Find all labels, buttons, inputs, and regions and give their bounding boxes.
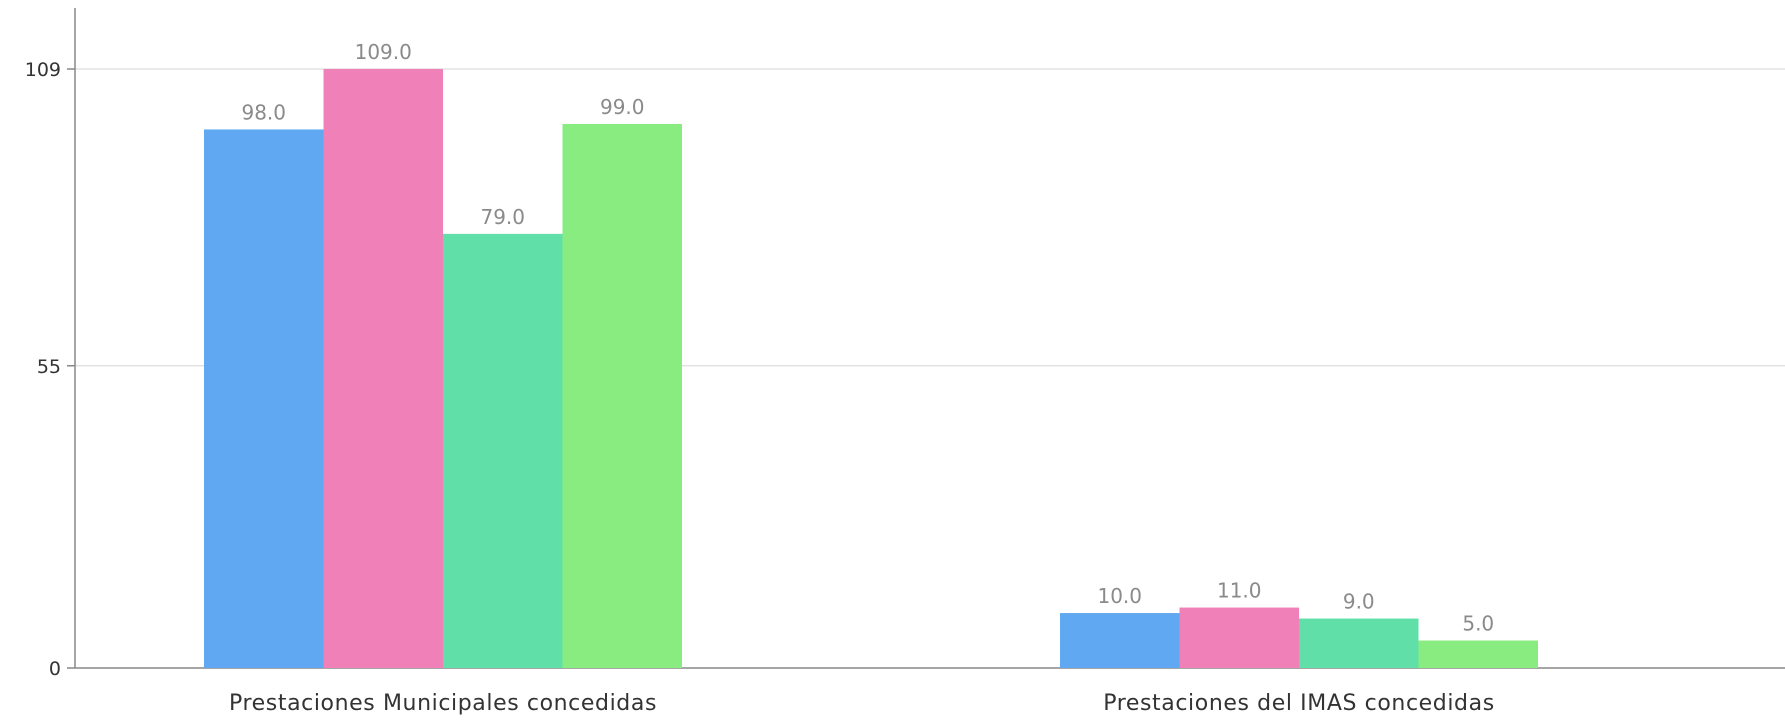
bar-value-label: 109.0 [355,40,412,64]
y-tick-label: 55 [37,356,61,378]
bar [1418,640,1538,668]
y-tick-label: 0 [49,658,61,680]
bar-value-label: 79.0 [480,205,525,229]
data-labels: 98.0 109.0 79.0 99.0 10.0 11.0 9.0 5.0 [241,40,1494,636]
bar [323,69,443,668]
bar [1060,613,1180,668]
category-label: Prestaciones del IMAS concedidas [1103,691,1495,716]
bar-value-label: 98.0 [241,100,286,124]
bar [443,233,563,669]
category-label: Prestaciones Municipales concedidas [229,691,657,716]
y-tick-label: 109 [25,59,61,81]
bar [204,129,324,669]
bar [1299,618,1419,668]
bar [1179,607,1299,668]
bar [562,123,682,669]
bar-value-label: 99.0 [600,95,645,119]
y-axis-ticks: 0 55 109 [25,59,75,680]
bar-value-label: 11.0 [1217,579,1262,603]
bar-value-label: 9.0 [1343,590,1375,614]
category-labels: Prestaciones Municipales concedidas Prest… [229,691,1495,716]
bar-value-label: 10.0 [1097,584,1142,608]
bar-value-label: 5.0 [1462,612,1494,636]
bars [204,69,1538,669]
